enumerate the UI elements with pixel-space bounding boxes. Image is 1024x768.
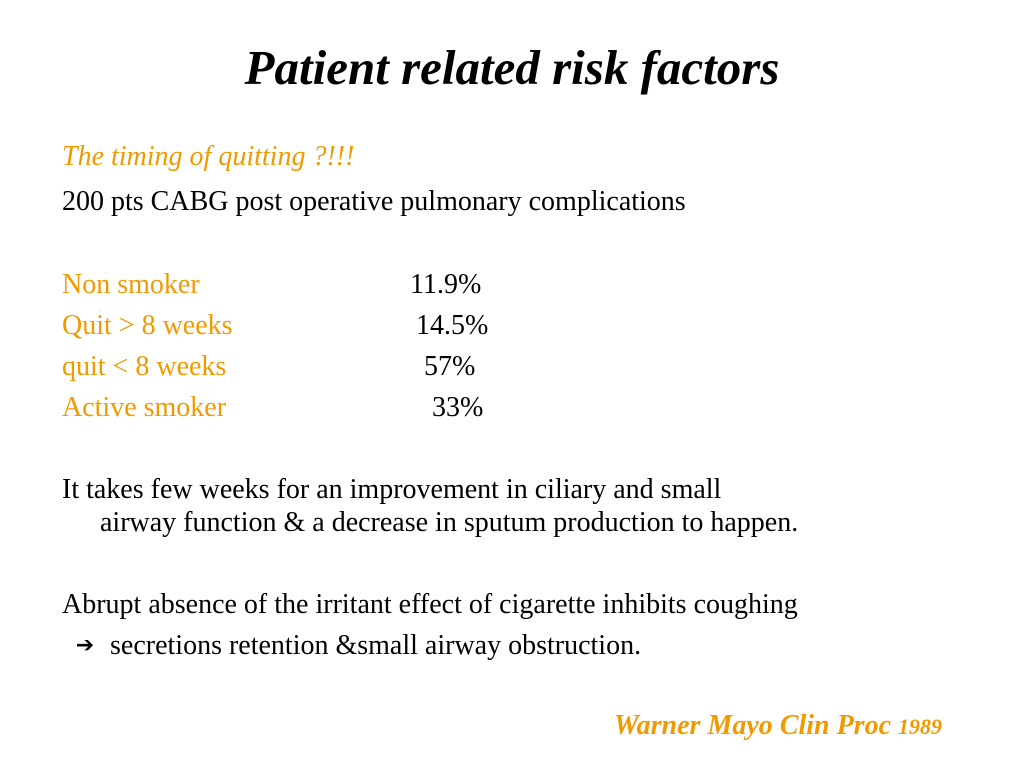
risk-value: 57% <box>424 351 476 382</box>
risk-value: 11.9% <box>410 269 482 300</box>
risk-value: 33% <box>432 392 484 423</box>
risk-label: Active smoker <box>62 392 227 423</box>
slide-subtitle: The timing of quitting ?!!! <box>62 141 355 172</box>
citation-text: Warner Mayo Clin Proc <box>613 710 898 741</box>
paragraph-line: secretions retention &small airway obstr… <box>110 630 642 661</box>
paragraph-line: It takes few weeks for an improvement in… <box>62 474 722 505</box>
paragraph-line-with-arrow: ➔ secretions retention &small airway obst… <box>74 629 641 663</box>
risk-value: 14.5% <box>416 310 489 341</box>
slide-title: Patient related risk factors <box>244 40 780 95</box>
citation-year: 1989 <box>898 714 942 739</box>
study-description: 200 pts CABG post operative pulmonary co… <box>62 186 686 217</box>
paragraph-line: airway function & a decrease in sputum p… <box>100 507 799 538</box>
citation: Warner Mayo Clin Proc 1989 <box>614 708 942 745</box>
paragraph-line: Abrupt absence of the irritant effect of… <box>62 589 798 620</box>
risk-label: quit < 8 weeks <box>62 351 227 382</box>
risk-label: Quit > 8 weeks <box>62 310 233 341</box>
risk-label: Non smoker <box>62 269 200 300</box>
arrow-right-icon: ➔ <box>75 633 95 658</box>
